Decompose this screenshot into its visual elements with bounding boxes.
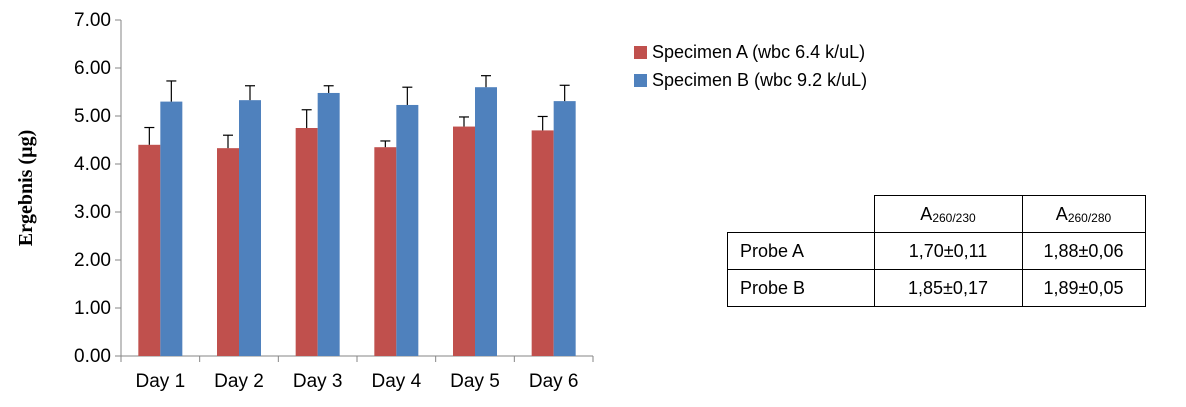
row-label: Probe B — [727, 269, 875, 307]
bar-specimen-a — [453, 126, 475, 356]
bar-specimen-a — [217, 148, 239, 356]
y-tick-label: 4.00 — [74, 154, 111, 175]
cell-a260-230: 1,85±0,17 — [873, 269, 1023, 307]
y-tick-label: 6.00 — [74, 58, 111, 79]
chart-legend: Specimen A (wbc 6.4 k/uL) Specimen B (wb… — [634, 40, 867, 96]
bar-chart: 0.00 1.00 2.00 3.00 4.00 5.00 6.00 7.00 Ergebnis… — [15, 10, 594, 392]
cell-a260-280: 1,88±0,06 — [1021, 232, 1146, 270]
header-a260-230: A260/230 — [873, 195, 1023, 233]
legend-swatch-specimen-a — [634, 45, 647, 59]
cell-a260-230: 1,70±0,11 — [873, 232, 1023, 270]
bar-specimen-a — [531, 130, 554, 356]
table-row: Probe B 1,85±0,17 1,89±0,05 — [727, 269, 1146, 307]
table-row: Probe A 1,70±0,11 1,88±0,06 — [727, 232, 1146, 270]
header-a260-230-base: A — [920, 203, 933, 224]
y-axis-label: Ergebnis (µg) — [15, 130, 37, 247]
bar-specimen-b — [553, 101, 576, 357]
legend-label-specimen-b: Specimen B (wbc 9.2 k/uL) — [652, 69, 868, 90]
bar-specimen-b — [239, 100, 261, 356]
header-a260-280: A260/280 — [1021, 195, 1146, 233]
header-a260-280-base: A — [1055, 203, 1068, 224]
bar-specimen-b — [396, 104, 419, 357]
y-tick-label: 1.00 — [74, 298, 111, 319]
cell-a260-280: 1,89±0,05 — [1021, 269, 1146, 307]
row-label: Probe A — [727, 232, 875, 270]
legend-item-specimen-b: Specimen B (wbc 9.2 k/uL) — [634, 68, 867, 92]
x-tick-label: Day 3 — [293, 371, 343, 392]
bar-specimen-b — [160, 101, 183, 356]
y-tick-label: 2.00 — [74, 250, 111, 271]
header-a260-280-sub: 260/280 — [1067, 210, 1112, 225]
y-tick-label: 5.00 — [74, 106, 111, 127]
bar-specimen-a — [295, 128, 318, 356]
bar-specimen-b — [317, 92, 340, 357]
legend-label-specimen-a: Specimen A (wbc 6.4 k/uL) — [652, 41, 866, 62]
x-tick-label: Day 6 — [529, 371, 579, 392]
bar-specimen-b — [475, 87, 497, 356]
legend-swatch-specimen-b — [634, 73, 647, 87]
x-tick-label: Day 4 — [372, 371, 422, 392]
x-tick-label: Day 2 — [214, 371, 264, 392]
table-header-row: A260/230 A260/280 — [727, 195, 1146, 233]
bar-specimen-a — [138, 144, 161, 356]
x-tick-label: Day 1 — [136, 371, 186, 392]
absorbance-ratio-table: A260/230 A260/280 Probe A 1,70±0,11 1,88… — [727, 195, 1146, 307]
y-tick-label: 0.00 — [74, 346, 111, 367]
x-tick-label: Day 5 — [450, 371, 500, 392]
header-a260-230-sub: 260/230 — [932, 210, 976, 225]
y-tick-label: 3.00 — [74, 202, 111, 223]
table-corner-cell — [727, 195, 875, 233]
legend-item-specimen-a: Specimen A (wbc 6.4 k/uL) — [634, 40, 867, 64]
y-tick-label: 7.00 — [74, 10, 111, 31]
bar-specimen-a — [374, 147, 397, 356]
